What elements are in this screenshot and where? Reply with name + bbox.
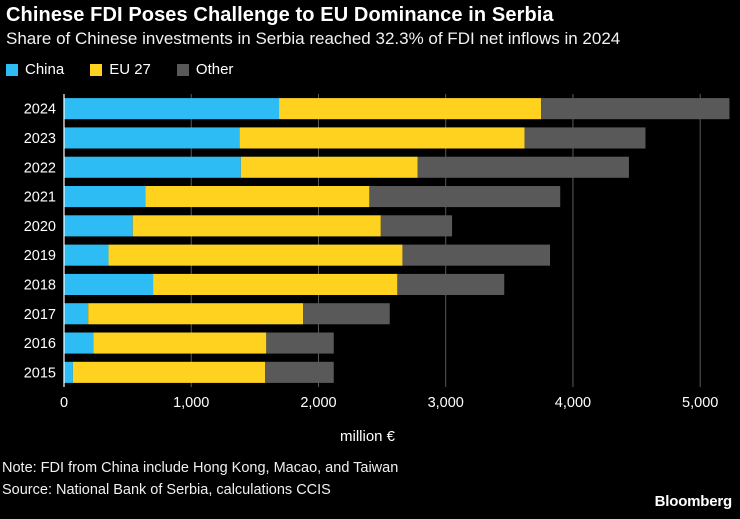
bar-eu27-2022 <box>240 156 418 178</box>
y-tick-label-2019: 2019 <box>24 248 56 264</box>
bar-china-2021 <box>64 186 146 208</box>
bar-china-2022 <box>64 156 241 178</box>
bar-eu27-2015 <box>72 361 266 383</box>
bar-other-2023 <box>524 127 646 149</box>
bar-other-2016 <box>266 332 334 354</box>
legend-item-other: Other <box>176 61 234 78</box>
chart-title: Chinese FDI Poses Challenge to EU Domina… <box>6 4 554 26</box>
bar-eu27-2016 <box>93 332 267 354</box>
bar-china-2018 <box>64 273 154 295</box>
bar-china-2023 <box>64 127 240 149</box>
bar-eu27-2023 <box>239 127 525 149</box>
x-tick-label-4: 4,000 <box>555 395 591 411</box>
bar-other-2021 <box>369 186 561 208</box>
legend-label-other: Other <box>195 61 234 78</box>
bar-chart: 2024 2023 2022 2021 2020 2019 2018 2017 2016 2015… <box>24 94 730 411</box>
brand-logo: Bloomberg <box>654 493 733 510</box>
legend-item-china: China <box>6 61 64 78</box>
y-tick-label-2021: 2021 <box>24 190 56 206</box>
chart-subtitle: Share of Chinese investments in Serbia r… <box>6 29 621 48</box>
legend-swatch-china <box>6 63 18 76</box>
y-tick-label-2023: 2023 <box>24 131 56 147</box>
bar-other-2017 <box>303 303 390 325</box>
x-tick-label-0: 0 <box>60 395 68 411</box>
x-tick-label-3: 3,000 <box>428 395 464 411</box>
bar-china-2017 <box>64 303 89 325</box>
bar-eu27-2017 <box>88 303 304 325</box>
bar-china-2024 <box>64 98 280 120</box>
bar-other-2024 <box>541 98 730 120</box>
bar-other-2018 <box>397 273 505 295</box>
legend-swatch-other <box>176 63 189 76</box>
bar-eu27-2024 <box>279 98 542 120</box>
bar-eu27-2019 <box>108 244 403 266</box>
source-note: Source: National Bank of Serbia, calcula… <box>2 482 331 498</box>
y-tick-label-2017: 2017 <box>24 307 56 323</box>
y-tick-label-2020: 2020 <box>24 219 56 235</box>
legend-label-eu27: EU 27 <box>109 61 151 78</box>
x-axis-title: million € <box>340 428 396 445</box>
bar-china-2016 <box>64 332 94 354</box>
y-tick-label-2024: 2024 <box>24 102 56 118</box>
bar-eu27-2020 <box>132 215 381 237</box>
legend-swatch-eu27 <box>90 63 103 76</box>
bar-eu27-2021 <box>145 186 370 208</box>
bar-other-2022 <box>417 156 629 178</box>
bar-other-2019 <box>402 244 551 266</box>
legend: China EU 27 Other <box>6 61 259 78</box>
y-tick-label-2015: 2015 <box>24 365 56 381</box>
bar-china-2019 <box>64 244 109 266</box>
footnote: Note: FDI from China include Hong Kong, … <box>2 460 399 476</box>
bar-eu27-2018 <box>153 273 398 295</box>
bar-china-2020 <box>64 215 133 237</box>
legend-item-eu27: EU 27 <box>90 61 151 78</box>
x-tick-label-1: 1,000 <box>173 395 209 411</box>
y-tick-label-2016: 2016 <box>24 336 56 352</box>
y-tick-label-2022: 2022 <box>24 160 56 176</box>
legend-label-china: China <box>25 61 65 78</box>
x-tick-label-2: 2,000 <box>300 395 336 411</box>
bar-other-2015 <box>265 361 334 383</box>
y-tick-label-2018: 2018 <box>24 277 56 293</box>
bar-china-2015 <box>64 361 73 383</box>
bar-other-2020 <box>380 215 453 237</box>
x-tick-label-5: 5,000 <box>682 395 718 411</box>
